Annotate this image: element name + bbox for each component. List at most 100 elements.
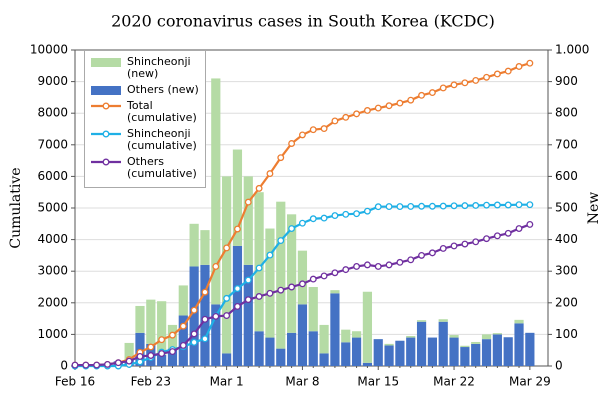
marker bbox=[288, 283, 296, 291]
marker bbox=[418, 91, 426, 99]
marker bbox=[201, 315, 209, 323]
marker bbox=[309, 126, 317, 134]
x-tick-label: Mar 15 bbox=[357, 375, 399, 389]
marker bbox=[483, 201, 490, 209]
x-tick-label: Feb 23 bbox=[131, 375, 171, 389]
marker bbox=[331, 269, 339, 277]
bar bbox=[189, 223, 199, 267]
marker bbox=[179, 341, 187, 349]
marker bbox=[483, 73, 490, 81]
bar bbox=[276, 348, 286, 366]
bar bbox=[200, 264, 210, 366]
marker bbox=[396, 258, 404, 266]
marker bbox=[472, 238, 480, 246]
swatch bbox=[91, 58, 121, 67]
marker bbox=[472, 76, 480, 84]
marker bbox=[309, 275, 317, 283]
bar bbox=[471, 343, 481, 366]
bar bbox=[427, 337, 437, 366]
marker bbox=[439, 202, 447, 210]
bar bbox=[265, 337, 275, 366]
bar bbox=[297, 250, 308, 305]
bar bbox=[254, 331, 264, 366]
marker bbox=[125, 357, 133, 365]
marker bbox=[363, 261, 371, 269]
marker bbox=[342, 113, 350, 121]
legend-swatch bbox=[91, 130, 121, 138]
bar bbox=[438, 321, 448, 366]
marker bbox=[526, 220, 534, 228]
bar bbox=[449, 335, 459, 338]
marker bbox=[212, 312, 220, 320]
y2-tick-label: 800 bbox=[555, 106, 578, 120]
bar bbox=[395, 340, 405, 366]
bar bbox=[525, 332, 535, 366]
marker bbox=[233, 285, 241, 293]
bar bbox=[384, 345, 394, 366]
y-tick-label: 1000 bbox=[37, 327, 68, 341]
y-tick-label: 8000 bbox=[37, 106, 68, 120]
y2-tick-label: 100 bbox=[555, 327, 578, 341]
bar bbox=[406, 337, 416, 366]
marker bbox=[526, 59, 534, 67]
marker bbox=[158, 336, 166, 344]
legend-item: Total (cumulative) bbox=[89, 100, 205, 124]
marker bbox=[223, 312, 231, 320]
marker bbox=[288, 140, 296, 147]
bar bbox=[481, 339, 492, 366]
y-tick-label: 7000 bbox=[37, 137, 68, 151]
marker bbox=[320, 125, 328, 133]
bar bbox=[287, 332, 297, 366]
bar bbox=[308, 287, 318, 332]
legend-label: Total (cumulative) bbox=[127, 99, 197, 124]
bar bbox=[178, 315, 188, 366]
marker bbox=[223, 294, 231, 302]
y2-tick-label: 900 bbox=[555, 74, 578, 88]
bar bbox=[341, 342, 351, 366]
bar bbox=[211, 304, 221, 366]
y2-tick-label: 300 bbox=[555, 264, 578, 278]
marker bbox=[179, 322, 187, 330]
marker bbox=[439, 244, 447, 252]
legend-item: Others (new) bbox=[89, 84, 205, 96]
marker bbox=[223, 244, 231, 252]
legend-swatch bbox=[91, 158, 121, 166]
y-tick-label: 4000 bbox=[37, 232, 68, 246]
marker bbox=[277, 237, 285, 244]
marker bbox=[396, 203, 404, 211]
marker bbox=[353, 263, 361, 270]
bar bbox=[384, 343, 394, 346]
marker bbox=[136, 352, 144, 360]
bar bbox=[167, 348, 178, 366]
marker bbox=[244, 296, 252, 304]
marker bbox=[493, 201, 501, 209]
marker bbox=[385, 102, 393, 110]
marker bbox=[266, 170, 274, 178]
y-tick-label: 9000 bbox=[37, 74, 68, 88]
x-tick-label: Mar 8 bbox=[285, 375, 319, 389]
marker bbox=[147, 352, 155, 359]
bar bbox=[146, 299, 156, 344]
y-tick-label: 6000 bbox=[37, 169, 68, 183]
bar bbox=[319, 353, 329, 366]
bar bbox=[341, 329, 351, 343]
marker bbox=[363, 107, 371, 114]
marker bbox=[407, 256, 415, 264]
marker bbox=[461, 240, 469, 248]
bar bbox=[492, 334, 502, 366]
marker bbox=[450, 202, 458, 210]
legend-label: Others (cumulative) bbox=[127, 155, 197, 180]
bar bbox=[438, 319, 448, 322]
marker bbox=[201, 335, 209, 343]
marker bbox=[255, 184, 263, 192]
bar bbox=[514, 319, 524, 324]
marker bbox=[504, 201, 512, 209]
marker bbox=[266, 251, 274, 259]
legend-label: Others (new) bbox=[127, 83, 199, 96]
marker bbox=[255, 264, 263, 272]
bar bbox=[460, 347, 470, 366]
y2-tick-label: 500 bbox=[555, 201, 578, 215]
y-tick-label: 0 bbox=[60, 359, 68, 373]
bar bbox=[416, 320, 427, 322]
y2-tick-label: 600 bbox=[555, 169, 578, 183]
